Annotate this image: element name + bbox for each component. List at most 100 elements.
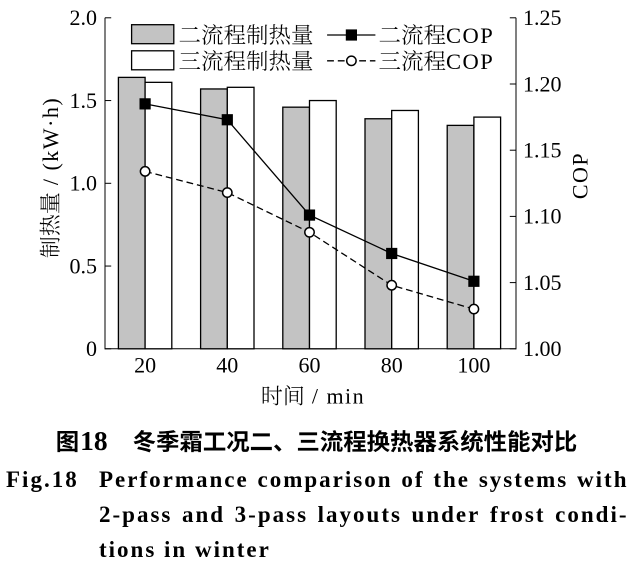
marker-circle [468,303,480,315]
svg-text:/ (kW·h): / (kW·h) [38,97,63,192]
svg-text:100: 100 [457,352,490,377]
left-tick-label: 0.5 [70,253,98,278]
legend-swatch-3pass [130,50,175,71]
svg-text:20: 20 [134,352,156,377]
bar-2pass-20 [117,76,146,350]
marker-circle [221,187,233,199]
svg-text:condi-: condi- [555,502,628,527]
svg-text:the: the [433,467,470,492]
svg-text:0: 0 [86,336,97,361]
svg-text:1.00: 1.00 [523,336,562,361]
ylabel-left: / (kW·h) [38,97,63,258]
right-tick-label: 1.15 [523,138,562,163]
right-tick-label: 1.10 [523,204,562,229]
caption-zh-text [133,429,577,453]
svg-text:2-pass: 2-pass [99,502,172,527]
svg-text:1.0: 1.0 [70,171,98,196]
ylabel-left-text: / (kW·h) [38,97,63,258]
svg-text:1.20: 1.20 [523,71,562,96]
legend-swatch-2pass [130,24,175,45]
right-tick-label: 1.05 [523,270,562,295]
svg-text:/ min: / min [305,384,365,409]
x-tick-label: 60 [299,352,321,377]
marker-circle [304,226,315,238]
svg-text:with: with [577,467,628,492]
svg-text:COP: COP [446,49,494,74]
svg-text:COP: COP [568,152,593,199]
bar-2pass-100 [446,124,475,350]
axes: 2.0 1.5 1.0 0.5 0 1.25 1.20 1.15 1.10 1.05 1.00 20 4… [70,5,562,377]
left-tick-label: 1.5 [70,88,98,113]
right-tick-label: 1.20 [523,71,562,96]
svg-text:Performance: Performance [99,467,249,492]
bar-3pass-20 [144,81,173,350]
svg-text:3-pass: 3-pass [235,502,308,527]
svg-text:2.0: 2.0 [70,5,98,30]
svg-text:1.10: 1.10 [523,204,562,229]
caption-zh-label [57,431,78,453]
svg-text:18: 18 [80,425,108,456]
svg-text:COP: COP [446,23,494,48]
left-tick-label: 1.0 [70,171,98,196]
marker-circle [139,165,151,177]
svg-text:under: under [412,502,481,527]
svg-text:40: 40 [216,352,238,377]
x-tick-label: 100 [457,352,490,377]
bar-3pass-80 [391,109,420,350]
caption-en-line1: Performance comparison of the systems with [99,467,628,492]
marker-circle [386,279,398,291]
left-tick-label: 2.0 [70,5,98,30]
bar-3pass-40 [226,86,255,350]
x-tick-label: 40 [216,352,238,377]
legend-label-bar2 [179,50,313,71]
caption-en-label: Fig.18 [6,467,79,492]
svg-text:1.15: 1.15 [523,138,562,163]
marker-square [468,275,480,287]
bar-2pass-40 [199,88,228,350]
bar-2pass-60 [282,106,311,350]
bar-3pass-100 [473,116,502,350]
x-tick-label: 80 [381,352,403,377]
bar-3pass-60 [308,99,337,350]
svg-text:60: 60 [299,352,321,377]
legend-marker-circle [345,55,357,67]
marker-square [221,114,233,126]
svg-text:0.5: 0.5 [70,253,98,278]
x-tick-label: 20 [134,352,156,377]
caption-en-line2: 2-pass and 3-pass layouts under frost condi- [99,502,628,527]
marker-square [386,247,398,260]
svg-text:comparison: comparison [258,467,393,492]
right-tick-label: 1.25 [523,5,562,30]
svg-text:Fig.18: Fig.18 [6,467,79,492]
xlabel: / min [262,384,365,409]
line-series [139,98,480,315]
svg-text:80: 80 [381,352,403,377]
legend-label-line2: COP [379,49,494,74]
marker-square [303,209,316,221]
svg-text:1.25: 1.25 [523,5,562,30]
legend-label-bar1 [179,23,313,45]
bar-2pass-80 [364,118,393,350]
caption-zh-num: 18 [80,425,108,456]
marker-square [139,98,151,110]
svg-text:layouts: layouts [318,502,402,527]
right-tick-label: 1.00 [523,336,562,361]
svg-text:systems: systems [479,467,568,492]
svg-text:1.05: 1.05 [523,270,562,295]
ylabel-right-text: COP [568,152,593,199]
ylabel-right: COP [568,152,593,199]
svg-text:tions in winter: tions in winter [99,537,271,562]
svg-text:1.5: 1.5 [70,88,98,113]
legend-label-line1: COP [379,23,494,48]
left-tick-label: 0 [86,336,97,361]
legend-marker-square [345,29,357,41]
svg-text:of: of [401,467,424,492]
svg-text:and: and [182,502,225,527]
svg-text:frost: frost [490,502,546,527]
xlabel-text: / min [262,384,365,409]
caption-en-line3: tions in winter [99,537,271,562]
